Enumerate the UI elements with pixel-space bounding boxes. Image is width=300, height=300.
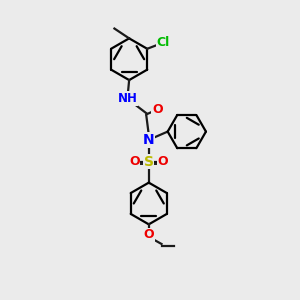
Text: O: O — [129, 155, 140, 168]
Text: O: O — [158, 155, 168, 168]
Text: O: O — [152, 103, 163, 116]
Text: N: N — [143, 133, 154, 147]
Text: S: S — [144, 155, 154, 169]
Text: O: O — [143, 228, 154, 241]
Text: Cl: Cl — [157, 36, 170, 49]
Text: NH: NH — [118, 92, 138, 105]
